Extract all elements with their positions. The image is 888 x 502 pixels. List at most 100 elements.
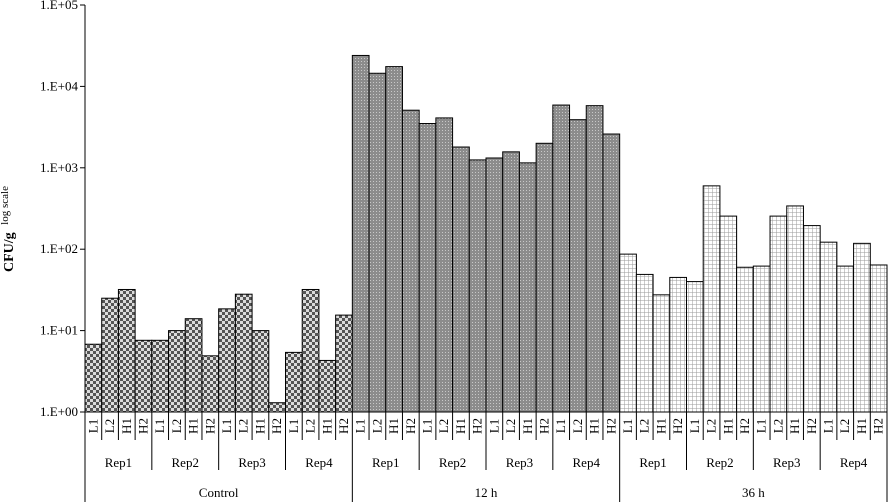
- bar: [635, 273, 654, 413]
- x-tick-label: H2: [871, 418, 886, 434]
- bar: [251, 330, 270, 413]
- y-tick-label: 1.E+05: [40, 0, 78, 12]
- x-tick-label: H1: [252, 418, 267, 434]
- x-tick-label: L2: [770, 419, 785, 433]
- bar: [234, 293, 253, 413]
- x-tick-label: L2: [436, 419, 451, 433]
- rep-label: Rep3: [506, 455, 533, 470]
- bar: [368, 72, 387, 413]
- bar: [786, 205, 804, 413]
- rep-label: Rep4: [305, 455, 333, 470]
- x-tick-label: H2: [737, 418, 752, 434]
- x-tick-label: H1: [653, 418, 668, 434]
- rep-label: Rep3: [238, 455, 265, 470]
- x-tick-label: H1: [186, 418, 201, 434]
- x-tick-label: H2: [804, 418, 819, 434]
- x-tick-label: L1: [821, 419, 836, 433]
- bar: [836, 265, 855, 413]
- bar: [401, 109, 420, 413]
- bar: [853, 242, 871, 413]
- bar: [602, 133, 621, 413]
- bar: [752, 265, 771, 413]
- bar: [869, 264, 888, 413]
- x-tick-label: L2: [704, 419, 719, 433]
- x-tick-label: L1: [754, 419, 769, 433]
- rep-label: Rep1: [639, 455, 666, 470]
- x-tick-label: H2: [202, 418, 217, 434]
- bar: [117, 288, 136, 413]
- bar: [736, 266, 754, 413]
- group-label: 12 h: [475, 485, 498, 500]
- bars: [84, 54, 888, 413]
- x-tick-label: L1: [420, 419, 435, 433]
- x-tick-label: H1: [587, 418, 602, 434]
- y-tick-label: 1.E+04: [40, 78, 79, 93]
- bar: [285, 351, 303, 413]
- bar: [84, 343, 103, 413]
- x-tick-label: L2: [503, 419, 518, 433]
- bar: [151, 339, 170, 413]
- bar: [569, 119, 587, 413]
- x-tick-label: H1: [854, 418, 869, 434]
- bar: [518, 162, 537, 413]
- bar: [201, 355, 220, 413]
- bar: [318, 359, 337, 413]
- x-tick-label: L1: [85, 419, 100, 433]
- x-tick-label: L2: [570, 419, 585, 433]
- bar: [168, 330, 186, 413]
- bar: [268, 402, 286, 413]
- x-tick-label: L1: [219, 419, 234, 433]
- x-tick-label: L1: [620, 419, 635, 433]
- group-label: Control: [199, 485, 239, 500]
- bar: [301, 288, 320, 413]
- x-tick-label: H2: [603, 418, 618, 434]
- y-tick-label: 1.E+02: [40, 241, 78, 256]
- x-tick-label: H1: [520, 418, 535, 434]
- bar: [335, 314, 353, 413]
- x-tick-label: L1: [553, 419, 568, 433]
- bar: [468, 159, 487, 413]
- bar: [769, 215, 788, 413]
- bar: [819, 241, 838, 413]
- rep-label: Rep4: [573, 455, 601, 470]
- bar: [719, 215, 738, 413]
- bar: [452, 146, 470, 413]
- x-tick-label: H1: [787, 418, 802, 434]
- bar: [686, 281, 704, 413]
- bar: [385, 66, 403, 413]
- x-tick-label: L1: [687, 419, 702, 433]
- bar: [535, 142, 554, 413]
- bar: [619, 253, 637, 413]
- x-tick-label: H2: [470, 418, 485, 434]
- bar: [184, 318, 203, 413]
- x-tick-label: L2: [169, 419, 184, 433]
- bar: [485, 157, 504, 413]
- x-tick-label: L1: [486, 419, 501, 433]
- bar: [101, 297, 119, 413]
- x-tick-label: L2: [837, 419, 852, 433]
- bar: [134, 339, 153, 413]
- x-tick-label: H2: [670, 418, 685, 434]
- bar: [802, 225, 821, 413]
- bar: [502, 151, 520, 413]
- x-tick-label: H2: [403, 418, 418, 434]
- y-axis-label: CFU/g log scale: [0, 186, 17, 272]
- bar: [435, 117, 454, 413]
- bar: [585, 105, 604, 413]
- x-tick-label: H1: [386, 418, 401, 434]
- rep-label: Rep1: [105, 455, 132, 470]
- bar: [702, 185, 721, 413]
- bar: [552, 104, 571, 413]
- x-tick-label: H2: [269, 418, 284, 434]
- bar: [218, 308, 236, 413]
- group-label: 36 h: [742, 485, 765, 500]
- x-tick-label: L2: [102, 419, 117, 433]
- rep-label: Rep4: [840, 455, 868, 470]
- x-tick-label: H1: [319, 418, 334, 434]
- x-tick-label: H2: [135, 418, 150, 434]
- rep-label: Rep3: [773, 455, 800, 470]
- y-tick-label: 1.E+00: [40, 404, 78, 419]
- rep-label: Rep2: [706, 455, 733, 470]
- x-tick-label: L1: [286, 419, 301, 433]
